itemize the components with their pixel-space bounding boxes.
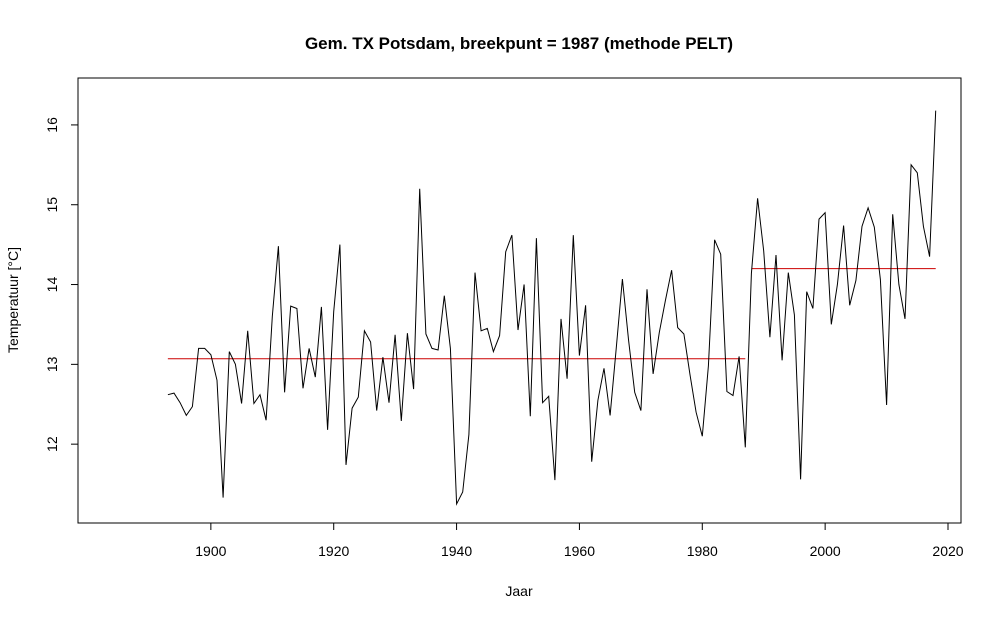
y-tick-label: 16	[44, 117, 60, 133]
mean-segments	[167, 268, 936, 360]
x-tick-label: 1940	[441, 543, 472, 559]
x-axis: 1900 1920 1940 1960 1980 2000 2020	[195, 522, 964, 559]
series-layer	[167, 110, 937, 506]
x-tick-label: 1920	[318, 543, 349, 559]
series-line	[167, 110, 937, 506]
y-tick-label: 13	[44, 356, 60, 372]
x-tick-label: 2020	[932, 543, 963, 559]
x-tick-label: 2000	[810, 543, 841, 559]
y-tick-label: 14	[44, 277, 60, 293]
plot-frame	[77, 77, 962, 524]
x-tick-label: 1960	[564, 543, 595, 559]
chart-title: Gem. TX Potsdam, breekpunt = 1987 (metho…	[305, 34, 733, 53]
x-axis-label: Jaar	[505, 583, 533, 599]
y-tick-label: 15	[44, 197, 60, 213]
x-tick-label: 1900	[195, 543, 226, 559]
y-axis: 12 13 14 15 16	[44, 117, 79, 452]
y-tick-label: 12	[44, 436, 60, 452]
y-axis-label: Temperatuur [°C]	[5, 247, 21, 353]
x-tick-label: 1980	[687, 543, 718, 559]
